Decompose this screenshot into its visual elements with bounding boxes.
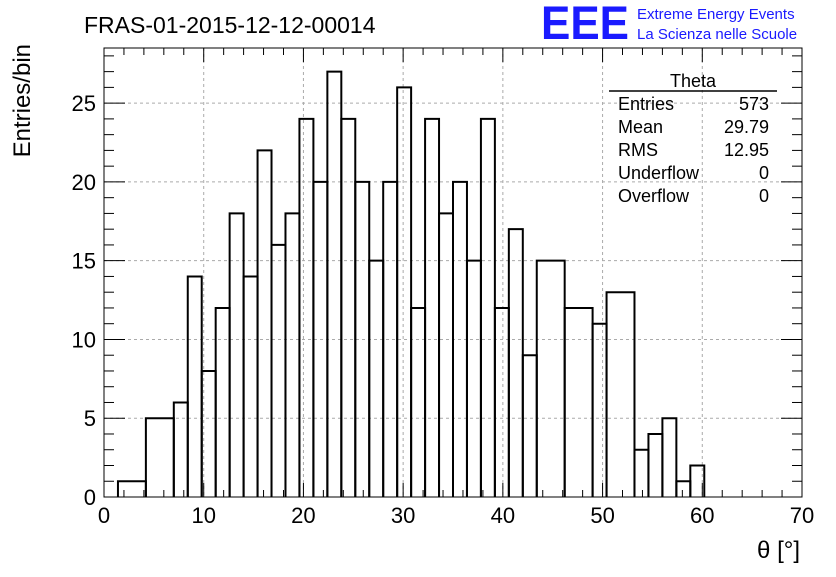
histogram-bin (493, 306, 510, 497)
histogram-bin (298, 117, 315, 497)
histogram-bin (507, 228, 524, 497)
histogram-bin (214, 306, 231, 497)
histogram-bin (465, 259, 482, 497)
y-tick-label: 5 (84, 406, 96, 431)
y-axis-title: Entries/bin (9, 44, 36, 157)
histogram-bin (424, 117, 441, 497)
histogram-bin (144, 417, 175, 497)
histogram-bin (186, 275, 203, 497)
x-tick-label: 50 (590, 503, 614, 528)
logo-line-2: La Scienza nelle Scuole (637, 26, 797, 43)
histogram-bin (228, 212, 245, 497)
x-tick-label: 0 (98, 503, 110, 528)
stats-box: Theta Entries 573 Mean 29.79 RMS 12.95 Underfl… (609, 71, 777, 206)
histogram-bin (563, 306, 594, 497)
histogram-bin (172, 401, 189, 497)
x-tick-label: 40 (491, 503, 515, 528)
x-tick-label: 30 (391, 503, 415, 528)
y-tick-label: 25 (72, 91, 96, 116)
histogram-bin (326, 70, 343, 497)
histogram-bin (396, 86, 413, 497)
stats-value: 0 (759, 163, 769, 183)
histogram-bin (591, 322, 608, 497)
axis-ticks (103, 48, 803, 498)
histogram-bin (535, 259, 566, 497)
stats-label: Underflow (618, 163, 700, 183)
histogram-bin (661, 417, 678, 497)
histogram-bin (382, 180, 399, 497)
x-tick-label: 70 (790, 503, 814, 528)
logo-line-1: Extreme Energy Events (637, 6, 795, 23)
stats-title: Theta (670, 71, 717, 91)
eee-logo-mark: EEE (541, 0, 629, 49)
stats-rows: Entries 573 Mean 29.79 RMS 12.95 Underflow 0 Ove… (618, 94, 769, 206)
axis-tick-labels: 0 10 20 30 40 50 60 70 0 5 10 15 20 25 (72, 91, 815, 528)
x-tick-label: 60 (690, 503, 714, 528)
eee-logo: EEE Extreme Energy Events La Scienza nel… (541, 0, 797, 49)
histogram-bin (368, 259, 385, 497)
stats-label: Mean (618, 117, 663, 137)
stats-label: Entries (618, 94, 674, 114)
stats-value: 12.95 (724, 140, 769, 160)
histogram-bin (256, 149, 273, 497)
y-tick-label: 10 (72, 327, 96, 352)
histogram-bins (116, 70, 706, 497)
chart-title: FRAS-01-2015-12-12-00014 (84, 12, 376, 38)
stats-value: 0 (759, 186, 769, 206)
y-tick-label: 15 (72, 249, 96, 274)
histogram-bin (479, 117, 496, 497)
histogram-bin (633, 448, 650, 497)
histogram-bin (410, 306, 427, 497)
histogram-bin (340, 117, 357, 497)
stats-value: 573 (739, 94, 769, 114)
plot-frame (103, 47, 803, 498)
stats-value: 29.79 (724, 117, 769, 137)
histogram-bin (438, 212, 454, 497)
histogram-bin (242, 275, 259, 497)
histogram-bin (116, 480, 147, 497)
histogram-bin (270, 243, 287, 497)
histogram-bin (675, 480, 692, 497)
stats-label: RMS (618, 140, 658, 160)
histogram-bin (689, 464, 706, 497)
x-tick-label: 10 (191, 503, 215, 528)
histogram-bin (605, 291, 636, 497)
x-axis-title: θ [°] (757, 537, 800, 564)
stats-label: Overflow (618, 186, 690, 206)
y-tick-label: 20 (72, 170, 96, 195)
x-tick-label: 20 (291, 503, 315, 528)
histogram-bin (284, 212, 301, 497)
histogram-bin (521, 354, 538, 497)
y-tick-label: 0 (84, 485, 96, 510)
histogram-bin (647, 432, 664, 497)
